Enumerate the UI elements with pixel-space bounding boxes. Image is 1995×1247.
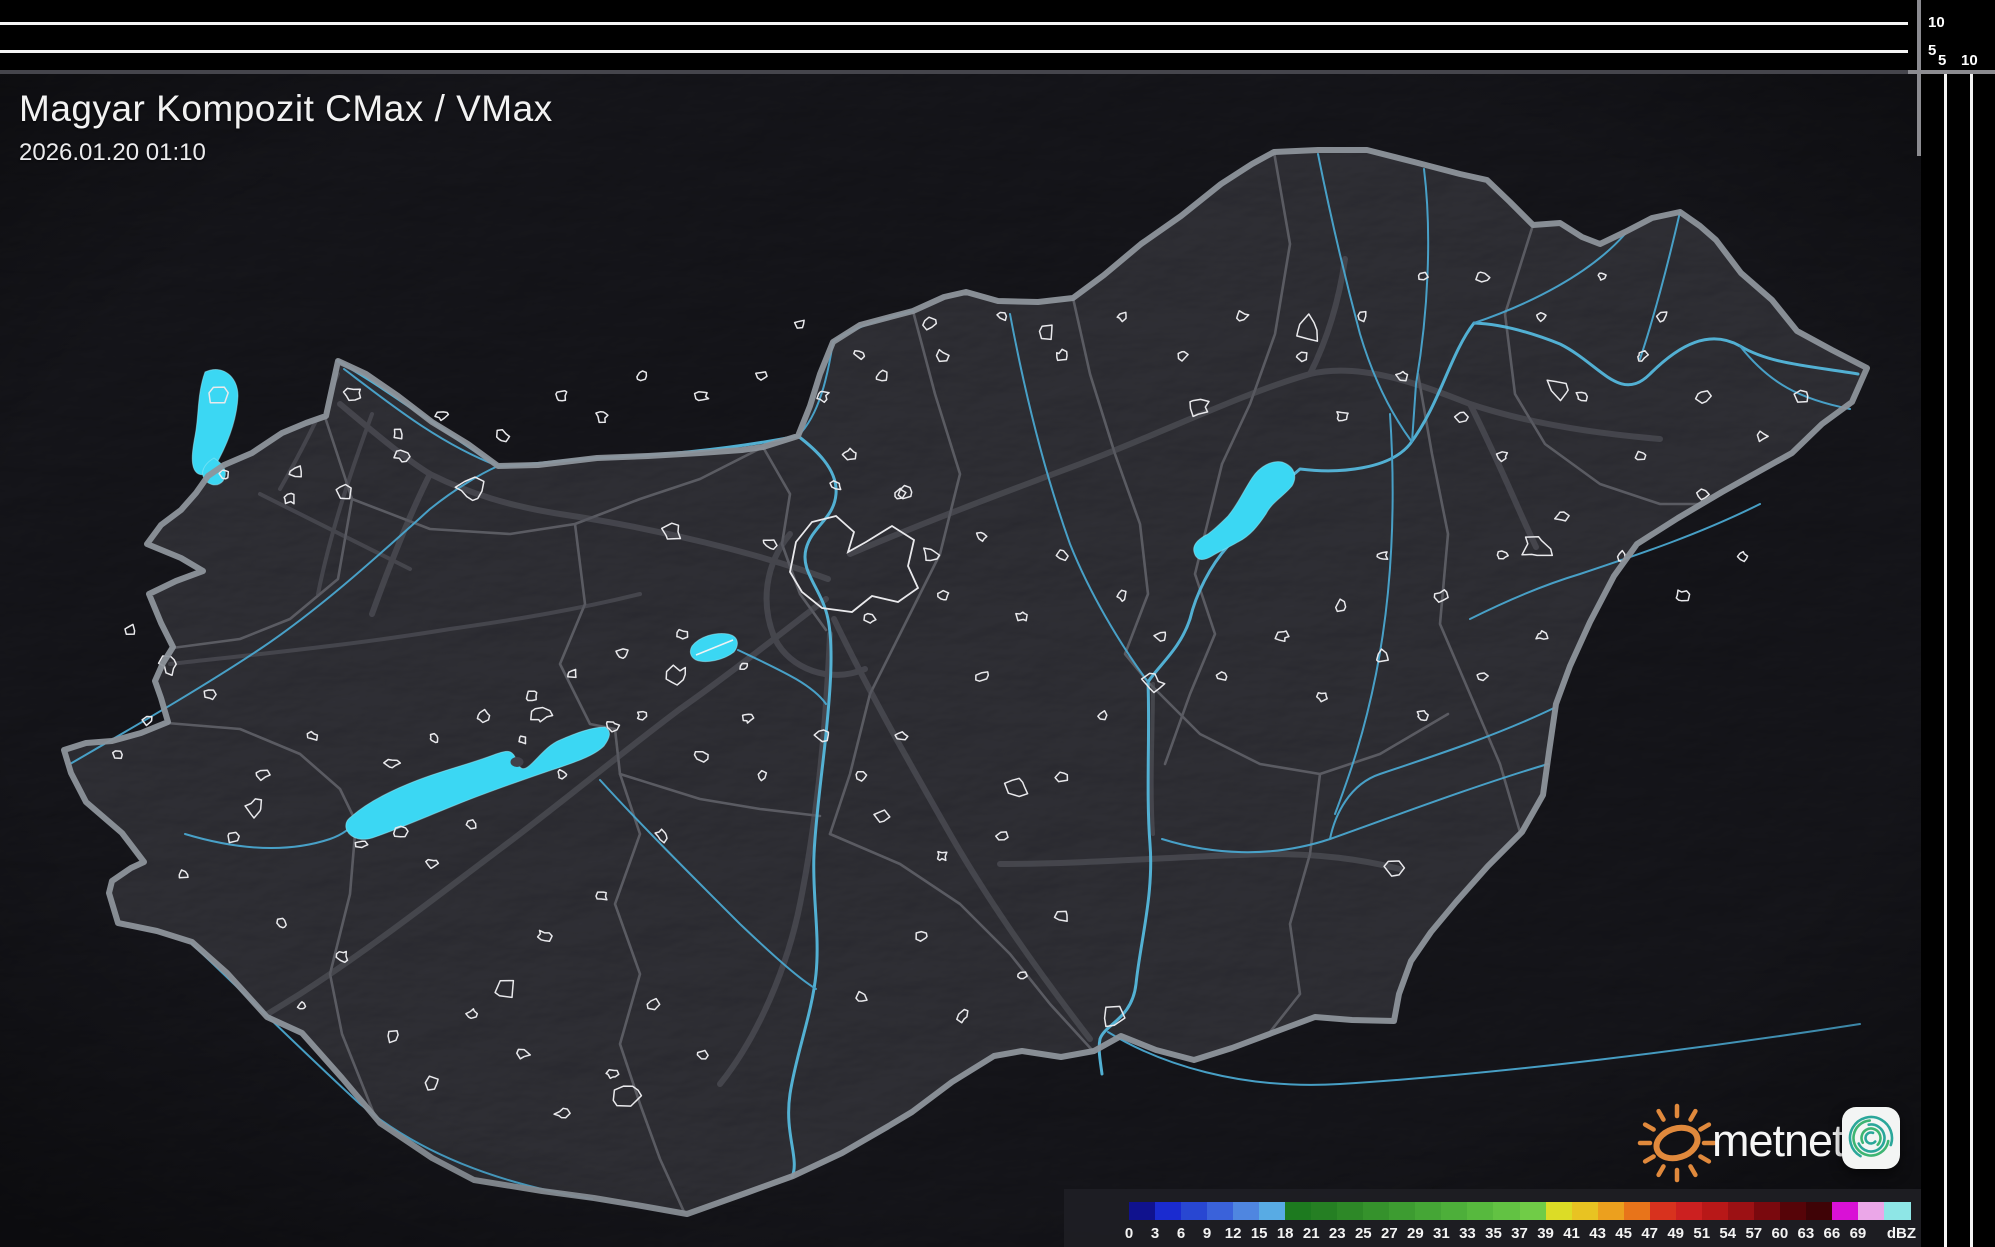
spiral-icon (1848, 1115, 1894, 1161)
dbz-tick-label: 33 (1459, 1225, 1476, 1242)
dbz-tick-label: 15 (1250, 1225, 1268, 1242)
dbz-segment (1337, 1202, 1364, 1220)
dbz-segment (1753, 1202, 1781, 1220)
dbz-segment (1441, 1202, 1469, 1220)
dbz-tick-label: 41 (1563, 1225, 1580, 1242)
dbz-legend: 0 3 6 9 12 15 18 21 23 25 27 29 31 33 35 37 39 41 43 45 47 49… (1064, 1189, 1921, 1247)
dbz-segment (1181, 1202, 1208, 1220)
ruler-label-v-5: 5 (1928, 42, 1937, 59)
page-title: Magyar Kompozit CMax / VMax (19, 88, 553, 129)
dbz-segment (1129, 1202, 1156, 1220)
dbz-tick-label: 54 (1719, 1225, 1737, 1242)
dbz-color-bar (1129, 1202, 1911, 1220)
metnet-app-icon (1842, 1107, 1900, 1169)
right-ruler-strip (1921, 0, 1995, 1247)
metnet-logo: metnet (1630, 1098, 1920, 1190)
dbz-tick-label: 18 (1276, 1225, 1294, 1242)
ruler-vline-10 (1970, 74, 1973, 1247)
dbz-segment (1779, 1202, 1807, 1220)
title-block: Magyar Kompozit CMax / VMax 2026.01.20 0… (19, 88, 553, 167)
dbz-tick-label: 29 (1407, 1225, 1424, 1242)
ruler-vline-5 (1944, 74, 1947, 1247)
dbz-tick-label: 9 (1202, 1225, 1212, 1242)
dbz-tick-label: 39 (1537, 1225, 1554, 1242)
dbz-tick-label: 12 (1224, 1225, 1242, 1242)
dbz-segment (1259, 1202, 1286, 1220)
dbz-tick-label: 35 (1485, 1225, 1502, 1242)
dbz-tick-label: 51 (1693, 1225, 1711, 1242)
dbz-tick-label: 31 (1433, 1225, 1450, 1242)
dbz-tick-label: 57 (1745, 1225, 1763, 1242)
hungary-radar-composite-map (0, 74, 1921, 1247)
dbz-segment (1649, 1202, 1677, 1220)
ruler-label-v-10: 10 (1928, 14, 1945, 31)
dbz-tick-label: 47 (1641, 1225, 1658, 1242)
dbz-segment (1311, 1202, 1338, 1220)
dbz-tick-label: 43 (1589, 1225, 1606, 1242)
dbz-tick-label: 66 (1823, 1225, 1841, 1242)
dbz-segment (1493, 1202, 1521, 1220)
dbz-segment (1415, 1202, 1442, 1220)
dbz-segment (1545, 1202, 1573, 1220)
dbz-tick-label: 3 (1150, 1225, 1160, 1242)
dbz-segment (1727, 1202, 1755, 1220)
dbz-tick-label: 49 (1667, 1225, 1685, 1242)
sun-icon (1636, 1102, 1718, 1184)
dbz-segment (1701, 1202, 1729, 1220)
timestamp: 2026.01.20 01:10 (19, 139, 206, 166)
dbz-tick-label: 60 (1771, 1225, 1789, 1242)
dbz-segment (1623, 1202, 1651, 1220)
logo-wordmark: metnet (1712, 1115, 1845, 1166)
dbz-segment (1467, 1202, 1495, 1220)
dbz-segment (1831, 1202, 1859, 1220)
dbz-segment (1519, 1202, 1547, 1220)
dbz-tick-label: 6 (1176, 1225, 1186, 1242)
dbz-tick-label: 37 (1511, 1225, 1528, 1242)
dbz-segment (1285, 1202, 1312, 1220)
dbz-segment (1155, 1202, 1182, 1220)
dbz-segment (1857, 1202, 1885, 1220)
dbz-segment (1363, 1202, 1390, 1220)
radar-map (0, 74, 1921, 1247)
top-ruler-strip (0, 0, 1995, 74)
dbz-segment (1233, 1202, 1260, 1220)
dbz-tick-label: 23 (1328, 1225, 1346, 1242)
dbz-tick-label: 21 (1302, 1225, 1320, 1242)
dbz-tick-labels: 0 3 6 9 12 15 18 21 23 25 27 29 31 33 35 37 39 41 43 45 47 49… (1064, 1189, 1921, 1247)
dbz-tick-label: 69 (1849, 1225, 1867, 1242)
map-top-edge (0, 70, 1921, 74)
dbz-segment (1571, 1202, 1599, 1220)
dbz-segment (1805, 1202, 1833, 1220)
ruler-axis-vertical (1917, 0, 1921, 156)
dbz-segment (1675, 1202, 1703, 1220)
ruler-axis-horizontal (1908, 70, 1995, 74)
dbz-segment (1207, 1202, 1234, 1220)
dbz-unit-label: dBZ (1886, 1225, 1916, 1242)
dbz-tick-label: 45 (1615, 1225, 1632, 1242)
ruler-hline-5 (0, 50, 1908, 53)
dbz-segment (1883, 1202, 1911, 1220)
dbz-tick-label: 27 (1380, 1225, 1398, 1242)
ruler-label-h-5: 5 (1938, 52, 1947, 69)
dbz-segment (1597, 1202, 1625, 1220)
ruler-label-h-10: 10 (1961, 52, 1978, 69)
dbz-tick-label: 25 (1354, 1225, 1372, 1242)
ruler-hline-10 (0, 22, 1908, 25)
dbz-tick-label: 0 (1124, 1225, 1134, 1242)
dbz-segment (1389, 1202, 1416, 1220)
vignette (0, 74, 1921, 1247)
dbz-tick-label: 63 (1797, 1225, 1815, 1242)
